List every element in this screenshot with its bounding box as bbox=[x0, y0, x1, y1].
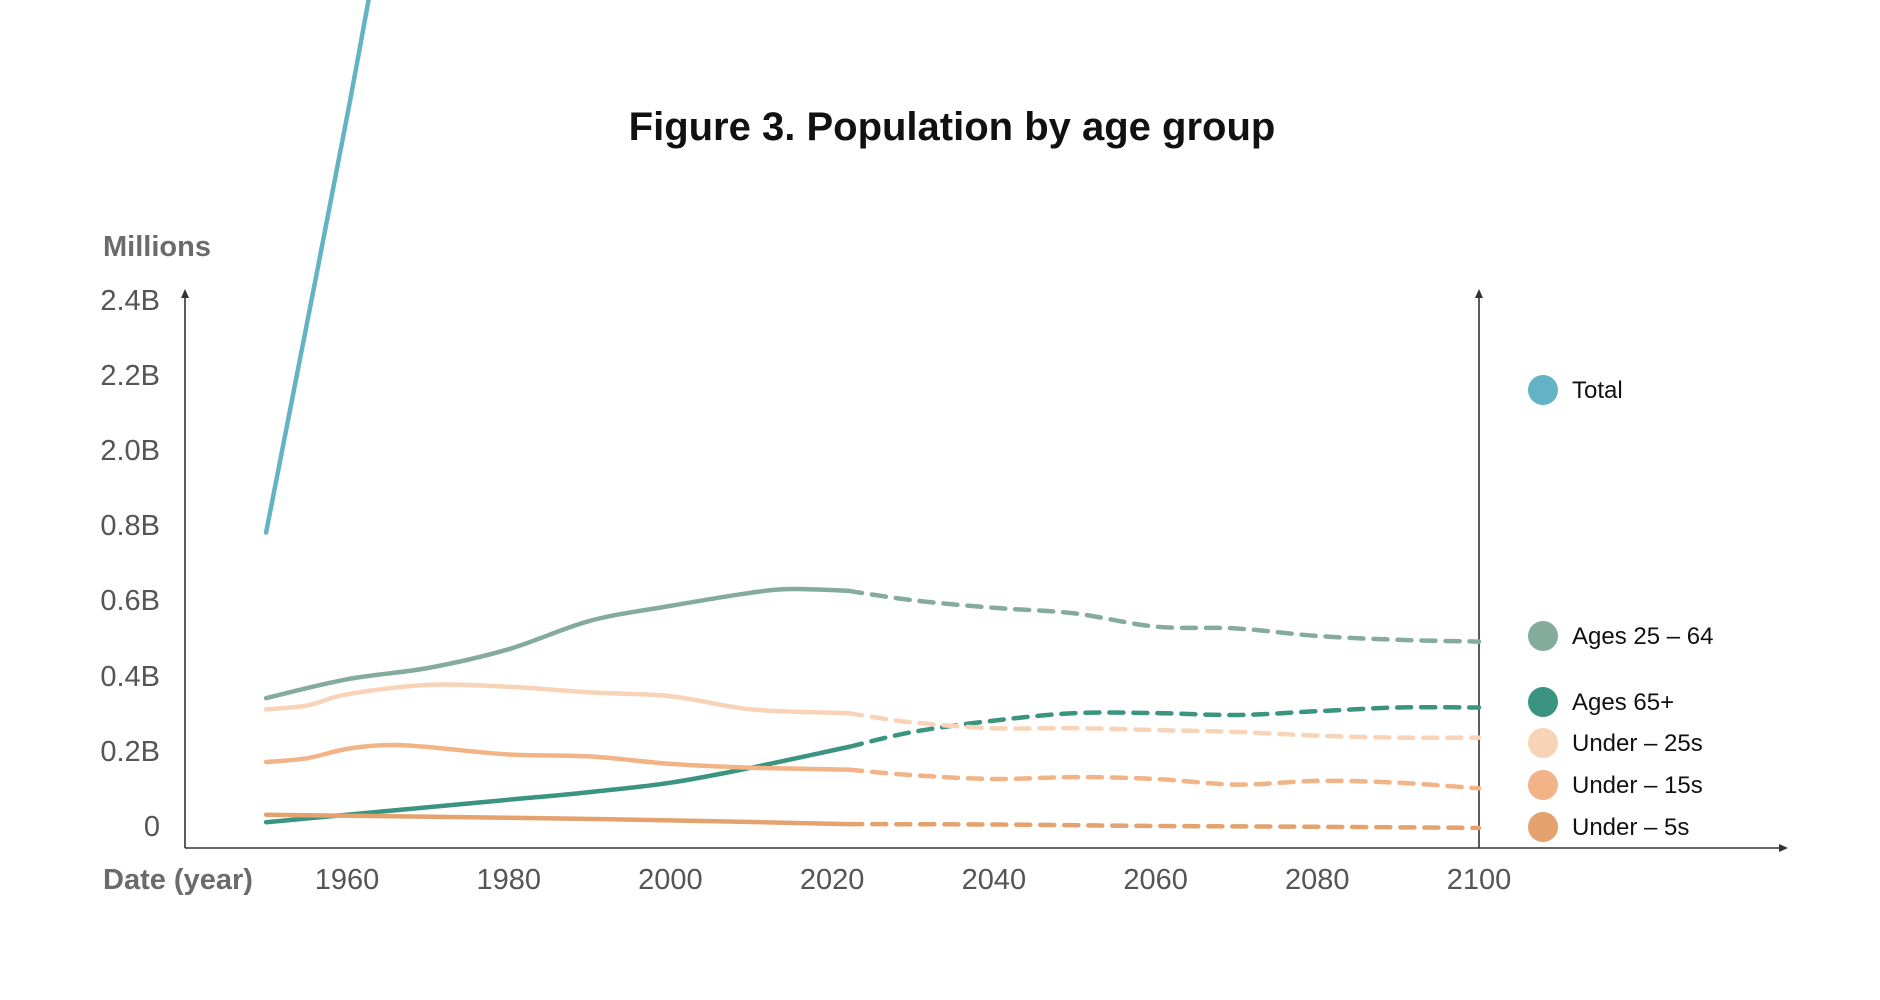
axes bbox=[181, 289, 1788, 852]
legend-swatch bbox=[1528, 621, 1558, 651]
series-line-under-25s-projected bbox=[846, 710, 1482, 740]
x-tick-label: 1980 bbox=[476, 864, 541, 896]
series-line-under-25s-historical bbox=[263, 682, 851, 716]
y-axis-label: Millions bbox=[103, 231, 211, 263]
y-tick-label: 2.2B bbox=[100, 360, 160, 392]
series-line-under-5s-projected bbox=[846, 821, 1482, 831]
legend-label: Under – 15s bbox=[1572, 772, 1703, 799]
legend-label: Ages 65+ bbox=[1572, 689, 1674, 716]
legend-swatch bbox=[1528, 728, 1558, 758]
series-line-under-5s-historical bbox=[263, 812, 851, 827]
y-tick-label: 0.6B bbox=[100, 585, 160, 617]
series-lines bbox=[263, 0, 1482, 831]
series-line-ages-25-64-historical bbox=[263, 586, 851, 701]
legend-item: Under – 25s bbox=[1528, 728, 1703, 758]
x-tick-label: 2100 bbox=[1447, 864, 1512, 896]
y-tick-label: 0.4B bbox=[100, 661, 160, 693]
x-tick-label: 2000 bbox=[638, 864, 703, 896]
series-line-under-15s-projected bbox=[846, 767, 1482, 791]
x-tick-label: 1960 bbox=[315, 864, 380, 896]
chart-title: Figure 3. Population by age group bbox=[629, 105, 1276, 149]
legend-label: Under – 25s bbox=[1572, 730, 1703, 757]
series-line-ages-25-64-projected bbox=[846, 588, 1482, 644]
x-axis-label: Date (year) bbox=[103, 864, 253, 896]
y-tick-label: 0 bbox=[144, 811, 160, 843]
x-tick-labels: 1960 1980 2000 2020 2040 2060 2080 2100 bbox=[315, 864, 1512, 896]
x-tick-label: 2040 bbox=[962, 864, 1027, 896]
y-tick-label: 0.2B bbox=[100, 736, 160, 768]
x-tick-label: 2060 bbox=[1123, 864, 1188, 896]
legend-item: Under – 5s bbox=[1528, 812, 1689, 842]
y-axis-arrow bbox=[181, 289, 189, 298]
x-axis-arrow bbox=[1779, 844, 1788, 852]
legend-item: Total bbox=[1528, 375, 1623, 405]
legend-label: Total bbox=[1572, 377, 1623, 404]
y-tick-labels: 0 0.2B 0.4B 0.6B 0.8B 2.0B 2.2B 2.4B bbox=[100, 285, 160, 843]
legend-item: Ages 25 – 64 bbox=[1528, 621, 1713, 651]
legend: Total Ages 25 – 64 Ages 65+ Under – 25s Unde… bbox=[1528, 375, 1713, 842]
legend-swatch bbox=[1528, 812, 1558, 842]
legend-swatch bbox=[1528, 375, 1558, 405]
series-line-total-historical bbox=[263, 0, 371, 535]
end-axis-arrow bbox=[1475, 289, 1483, 298]
y-tick-label: 2.0B bbox=[100, 435, 160, 467]
y-tick-label: 2.4B bbox=[100, 285, 160, 317]
legend-label: Under – 5s bbox=[1572, 814, 1689, 841]
legend-swatch bbox=[1528, 687, 1558, 717]
legend-item: Under – 15s bbox=[1528, 770, 1703, 800]
y-tick-label: 0.8B bbox=[100, 510, 160, 542]
legend-label: Ages 25 – 64 bbox=[1572, 623, 1713, 650]
legend-swatch bbox=[1528, 770, 1558, 800]
x-tick-label: 2020 bbox=[800, 864, 865, 896]
series-line-ages-65-projected bbox=[846, 704, 1482, 750]
x-tick-label: 2080 bbox=[1285, 864, 1350, 896]
series-line-under-15s-historical bbox=[263, 742, 851, 772]
legend-item: Ages 65+ bbox=[1528, 687, 1674, 717]
series-line-ages-65-historical bbox=[263, 744, 851, 825]
